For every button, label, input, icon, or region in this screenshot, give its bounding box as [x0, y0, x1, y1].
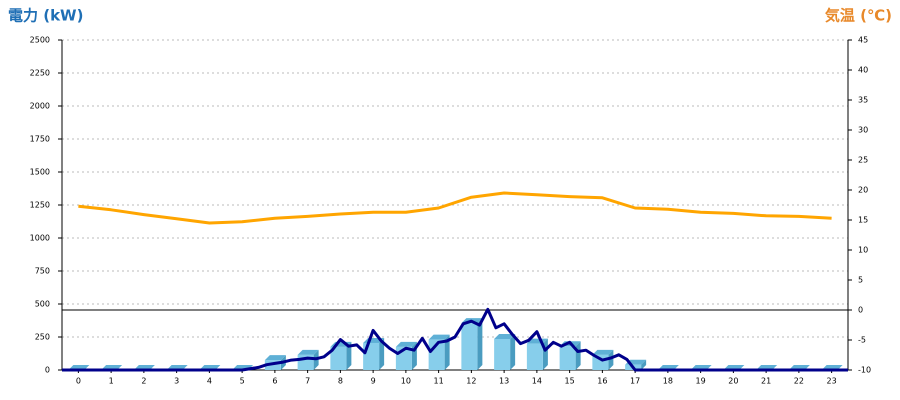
bar	[395, 341, 417, 370]
x-tick-label: 8	[338, 377, 343, 386]
bar-side	[608, 349, 614, 370]
bar-side	[444, 334, 450, 370]
y2-tick-label: -5	[858, 336, 866, 345]
x-tick-label: 19	[696, 377, 706, 386]
y2-tick-label: 0	[858, 306, 863, 315]
y-tick-label: 750	[35, 267, 50, 276]
y-tick-label: 2500	[30, 36, 50, 45]
x-tick-label: 18	[663, 377, 673, 386]
bar-front	[461, 323, 478, 370]
y2-tick-label: 45	[858, 36, 868, 45]
x-tick-label: 10	[401, 377, 411, 386]
x-tick-label: 16	[597, 377, 607, 386]
y2-tick-label: 20	[858, 186, 868, 195]
y-tick-label: 250	[35, 333, 50, 342]
bar	[592, 349, 614, 370]
bar-top	[395, 341, 417, 347]
y2-tick-label: 30	[858, 126, 868, 135]
x-tick-label: 0	[76, 377, 81, 386]
bar-side	[379, 337, 385, 370]
y2-tick-label: 25	[858, 156, 868, 165]
y-tick-label: 1000	[30, 234, 50, 243]
y2-tick-label: 15	[858, 216, 868, 225]
x-tick-label: 12	[466, 377, 476, 386]
x-tick-label: 15	[565, 377, 575, 386]
y-axis-title: 電力 (kW)	[8, 7, 83, 25]
x-tick-label: 3	[174, 377, 179, 386]
x-tick-label: 13	[499, 377, 509, 386]
bar-front	[494, 338, 511, 370]
x-tick-label: 5	[240, 377, 245, 386]
y2-tick-label: 5	[858, 276, 863, 285]
bar-side	[346, 341, 352, 370]
bar-top	[494, 333, 516, 339]
bar-front	[559, 346, 576, 370]
x-tick-label: 1	[109, 377, 114, 386]
x-tick-label: 9	[371, 377, 376, 386]
y2-tick-label: 40	[858, 66, 868, 75]
bar-side	[641, 359, 647, 370]
y2-axis-title: 気温 (℃)	[825, 7, 892, 25]
x-tick-label: 11	[434, 377, 444, 386]
y-tick-label: 1750	[30, 135, 50, 144]
y-tick-label: 2000	[30, 102, 50, 111]
bar	[363, 337, 385, 370]
bar-top	[592, 349, 614, 355]
y-tick-label: 500	[35, 300, 50, 309]
y-tick-label: 1250	[30, 201, 50, 210]
bar-front	[526, 343, 543, 370]
x-tick-label: 14	[532, 377, 542, 386]
x-tick-label: 22	[794, 377, 804, 386]
x-tick-label: 4	[207, 377, 212, 386]
y2-tick-label: 10	[858, 246, 868, 255]
x-tick-label: 7	[305, 377, 310, 386]
power-line	[62, 307, 848, 372]
bar	[494, 333, 516, 370]
bar-front	[330, 346, 347, 370]
x-tick-label: 21	[761, 377, 771, 386]
y-tick-label: 2250	[30, 69, 50, 78]
temperature-line	[78, 191, 832, 225]
bar	[526, 338, 548, 370]
bar-top	[428, 334, 450, 340]
x-tick-label: 20	[728, 377, 738, 386]
y2-tick-label: -10	[858, 366, 871, 375]
y2-tick-label: 35	[858, 96, 868, 105]
x-tick-label: 17	[630, 377, 640, 386]
x-tick-label: 23	[827, 377, 837, 386]
bar-side	[510, 333, 516, 370]
bar-top	[264, 355, 286, 361]
bar-top	[297, 349, 319, 355]
bar-side	[575, 341, 581, 370]
x-tick-label: 2	[141, 377, 146, 386]
y-tick-label: 1500	[30, 168, 50, 177]
y-tick-label: 0	[45, 366, 50, 375]
bar-side	[477, 318, 483, 370]
x-tick-label: 6	[272, 377, 277, 386]
